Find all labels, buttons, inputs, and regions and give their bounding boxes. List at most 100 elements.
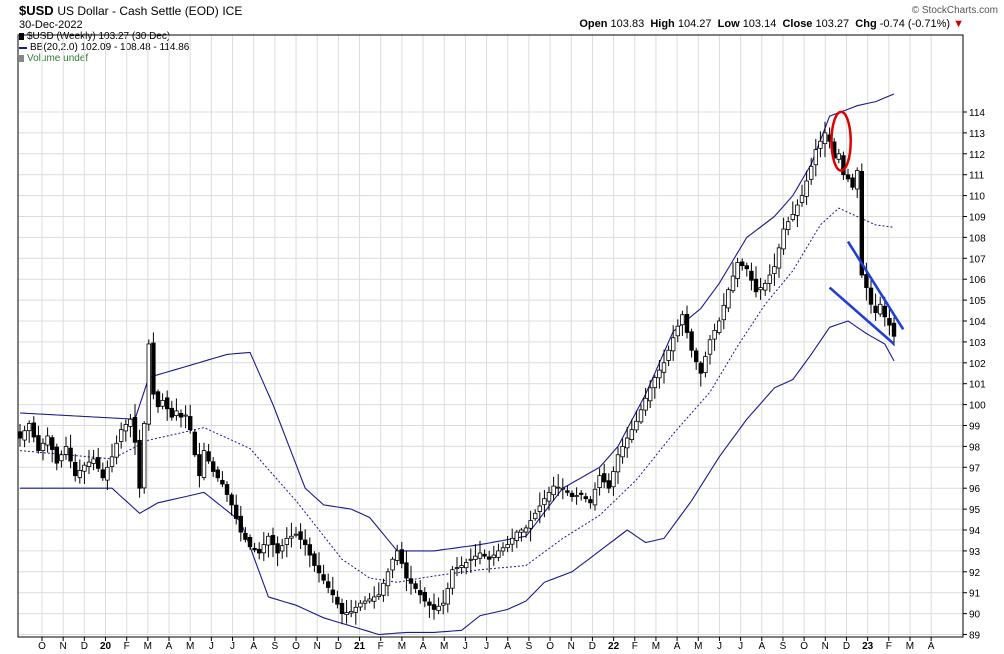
watermark: © StockCharts.com <box>911 5 998 16</box>
candle-down <box>482 553 487 557</box>
y-tick-label: 107 <box>969 254 986 265</box>
candle-up <box>556 486 561 489</box>
candle-up <box>818 140 823 149</box>
y-tick-label: 108 <box>969 233 986 244</box>
candle-up <box>703 356 708 374</box>
candle-down <box>868 287 874 305</box>
y-tick-label: 104 <box>969 317 986 328</box>
candle-down <box>247 537 253 548</box>
candle-up <box>293 533 299 536</box>
symbol: $USD <box>19 3 54 18</box>
legend-bb: BB(20,2.0) 102.09 - 108.48 - 114.86 <box>19 42 189 53</box>
candle-up <box>652 377 657 389</box>
candle-up <box>26 423 32 432</box>
candle-down <box>744 265 749 270</box>
x-tick-label: F <box>124 641 130 652</box>
candle-down <box>155 391 161 408</box>
exchange: ICE <box>222 4 243 18</box>
x-tick-label: D <box>843 641 850 652</box>
candle-up <box>726 289 731 309</box>
candle-up <box>348 611 354 614</box>
candle-up <box>551 485 556 496</box>
candle-up <box>105 466 110 481</box>
x-tick-label: S <box>526 641 533 652</box>
x-tick-label: F <box>632 641 638 652</box>
x-tick-label: O <box>38 641 46 652</box>
candle-down <box>220 479 225 485</box>
x-tick-label: S <box>272 641 279 652</box>
x-tick-label: M <box>906 641 914 652</box>
candle-up <box>643 397 648 411</box>
x-tick-label: N <box>60 641 67 652</box>
candle-up <box>86 461 92 467</box>
high-value: 104.27 <box>677 18 712 30</box>
symbol-description: US Dollar - Cash Settle (EOD) <box>57 4 219 18</box>
candle-down <box>275 543 280 554</box>
candle-down <box>100 469 105 479</box>
candle-up <box>505 544 510 549</box>
candle-up <box>786 221 791 231</box>
chg-label: Chg <box>855 18 877 30</box>
bb-lower-band <box>20 320 895 636</box>
chart-legend: $USD (Weekly) 103.27 (30 Dec) BB(20,2.0)… <box>19 31 189 64</box>
candle-up <box>776 247 782 269</box>
ohlc-summary: Open 103.83 High 104.27 Low 103.14 Close… <box>579 18 964 30</box>
bollinger-bands <box>19 93 895 636</box>
candle-down <box>206 451 211 462</box>
band-swatch-icon <box>19 46 27 49</box>
down-arrow-icon: ▼ <box>953 18 964 30</box>
candle-down <box>325 581 331 588</box>
candle-down <box>164 397 170 410</box>
candle-down <box>859 171 864 276</box>
candle-up <box>523 527 529 533</box>
candle-down <box>413 583 418 589</box>
candle-up <box>445 588 450 605</box>
candle-down <box>740 261 745 267</box>
x-tick-label: A <box>420 641 427 652</box>
x-tick-label: M <box>186 641 194 652</box>
candle-down <box>31 422 36 438</box>
candle-down <box>399 549 404 564</box>
candle-up <box>390 558 395 571</box>
candle-up <box>546 491 552 502</box>
candle-up <box>735 262 740 279</box>
x-tick-label: J <box>484 641 489 652</box>
candle-up <box>459 565 464 568</box>
candle-down <box>312 553 317 566</box>
candle-up <box>560 487 565 490</box>
candle-up <box>82 464 87 472</box>
chg-value: -0.74 (-0.71%) <box>879 18 951 30</box>
y-axis: 89 90 91 92 93 94 95 96 97 98 99 100 101 102 103 104 105… <box>963 108 986 642</box>
candle-up <box>141 423 147 489</box>
candle-up <box>661 362 667 373</box>
candle-up <box>509 537 515 545</box>
candle-up <box>615 454 621 473</box>
candle-down <box>73 462 78 477</box>
x-tick-label: N <box>822 641 829 652</box>
candle-down <box>298 531 303 540</box>
candle-up <box>500 547 506 552</box>
candle-down <box>427 601 432 606</box>
candle-down <box>307 544 312 556</box>
candle-up <box>772 266 777 275</box>
x-tick-label: M <box>652 641 660 652</box>
y-tick-label: 90 <box>969 610 981 621</box>
grid <box>18 35 963 637</box>
y-tick-label: 92 <box>969 568 981 579</box>
candle-down <box>330 589 335 596</box>
candle-down <box>588 499 593 504</box>
x-tick-label: M <box>440 641 448 652</box>
y-tick-label: 112 <box>969 150 985 161</box>
x-tick-label: A <box>758 641 765 652</box>
candle-up <box>289 535 294 539</box>
candle-up <box>680 314 685 326</box>
candle-up <box>394 550 400 561</box>
candle-up <box>174 410 179 417</box>
candle-up <box>119 429 124 442</box>
candle-down <box>215 469 220 479</box>
candle-up <box>45 435 50 446</box>
candle-down <box>565 490 570 493</box>
candle-up <box>77 470 82 478</box>
candle-down <box>233 504 239 519</box>
